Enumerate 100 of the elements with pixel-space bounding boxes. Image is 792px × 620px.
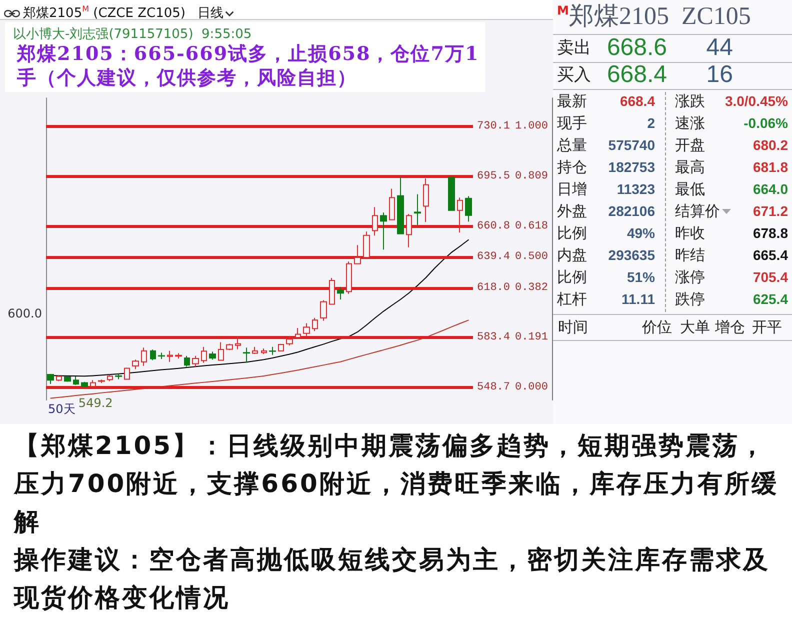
chart-title: 郑煤2105$^{M}$ (CZCE ZC105) — [23, 5, 186, 22]
text: 668.4 — [620, 93, 655, 109]
text: 11.11 — [622, 291, 655, 307]
text: 182753 — [608, 159, 655, 175]
text: 16 — [706, 61, 733, 88]
category-label: 内盘 — [557, 246, 587, 264]
candlestick — [226, 343, 233, 351]
y2-tick-label: 0.500 — [514, 251, 548, 264]
y2-tick-label: 0.809 — [514, 170, 548, 182]
y2-tick-label: 0.191 — [514, 332, 548, 344]
candlestick — [252, 346, 258, 354]
text: 11323 — [616, 181, 655, 197]
text: 大单 — [680, 318, 710, 336]
text: 671.2 — [752, 203, 788, 219]
candlestick — [150, 349, 156, 361]
text: 664.0 — [752, 181, 788, 197]
text: 49% — [626, 225, 655, 241]
candlestick — [397, 176, 404, 234]
y2-tick-label: 0.000 — [514, 381, 548, 394]
category-label: 买入 — [557, 64, 591, 86]
category-label: 结算价 — [675, 202, 721, 220]
candlestick — [124, 367, 130, 380]
category-label: 比例 — [557, 268, 587, 286]
text: 郑煤2105：665-669试多，止损658，仓位7万1手（个人建议，仅供参考，风险自担） — [17, 42, 480, 90]
text: 668.6 — [606, 34, 667, 61]
candlestick — [380, 212, 387, 250]
text: 以小博大-刘志强(791157105) 9:55:05 — [13, 26, 252, 43]
text: 600.0 — [8, 306, 42, 321]
y-tick-label: 639.4 — [477, 251, 510, 264]
category-label: 开盘 — [675, 136, 705, 154]
candlestick — [115, 373, 122, 380]
candlestick — [132, 359, 139, 370]
candlestick — [73, 376, 79, 386]
candlestick — [243, 347, 250, 364]
category-label: 现手 — [557, 114, 587, 132]
text: 665.4 — [752, 247, 788, 263]
category-label: 比例 — [557, 224, 587, 242]
candlestick — [141, 347, 147, 366]
category-label: 杠杆 — [557, 290, 587, 308]
text: 681.8 — [752, 159, 788, 175]
y-tick-label: 548.7 — [477, 381, 510, 394]
candlestick — [201, 346, 207, 364]
candlestick — [414, 194, 421, 226]
chart-subtitle: 日线 — [197, 6, 224, 22]
candlestick — [209, 351, 216, 360]
category-label: 最新 — [557, 92, 587, 110]
category-label: 最低 — [675, 180, 705, 198]
y-tick-label: 660.8 — [477, 220, 510, 232]
text: 668.4 — [606, 61, 667, 88]
y2-tick-label: 0.618 — [514, 220, 548, 232]
text: 【郑煤2105】：日线级别中期震荡偏多趋势，短期强势震荡，压力700附近，支撑660附近，消费旺季来临，库存压力有所缓解 — [12, 430, 780, 538]
text: 开平 — [752, 318, 782, 336]
candlestick — [107, 374, 113, 382]
category-label: 涨停 — [675, 268, 705, 286]
text: 575740 — [608, 137, 655, 153]
candlestick — [158, 352, 165, 360]
text: 操作建议：空仓者高抛低吸短线交易为主，密切关注库存需求及现货价格变化情况 — [12, 544, 771, 614]
category-label: 最高 — [675, 158, 705, 176]
candlestick — [389, 188, 395, 220]
y2-tick-label: 1.000 — [514, 120, 548, 133]
category-label: 日增 — [557, 180, 587, 198]
line-series — [50, 320, 470, 399]
text: 3.0/0.45% — [724, 93, 788, 109]
candlestick — [337, 286, 344, 300]
candlestick — [47, 373, 54, 385]
candlestick — [261, 348, 267, 354]
category-label: 速涨 — [675, 114, 705, 132]
y-tick-label: 583.4 — [477, 332, 510, 344]
candlestick — [81, 381, 88, 388]
candlestick — [184, 355, 190, 368]
text: 2 — [647, 115, 655, 131]
text: 价位 — [642, 318, 672, 336]
candlestick — [278, 343, 284, 352]
text: 705.4 — [752, 269, 788, 285]
text: 增仓 — [715, 318, 745, 336]
category-label: 持仓 — [557, 158, 587, 176]
candlestick — [98, 379, 105, 384]
category-label: 总量 — [557, 136, 587, 154]
y-tick-label: 730.1 — [477, 120, 510, 133]
candlestick — [218, 342, 224, 361]
candlestick — [320, 300, 327, 322]
text: $^{M}$郑煤2105 ZC105 — [557, 2, 751, 32]
candlestick — [192, 355, 199, 368]
candlestick — [175, 352, 182, 359]
candlestick — [312, 317, 318, 332]
text: 625.4 — [752, 291, 788, 307]
category-label: 卖出 — [557, 37, 591, 59]
category-label: 昨收 — [675, 224, 705, 242]
text: 44 — [706, 34, 733, 61]
y2-tick-label: 0.382 — [514, 282, 548, 294]
candlestick — [465, 196, 472, 222]
text: 680.2 — [752, 137, 788, 153]
text: 50天 — [48, 402, 76, 416]
candlestick — [56, 374, 62, 382]
text: 678.8 — [752, 225, 788, 241]
text: 时间 — [558, 318, 588, 336]
category-label: 外盘 — [557, 202, 587, 220]
candlestick — [269, 346, 276, 356]
text: 51% — [626, 269, 655, 285]
candlestick — [448, 176, 455, 211]
